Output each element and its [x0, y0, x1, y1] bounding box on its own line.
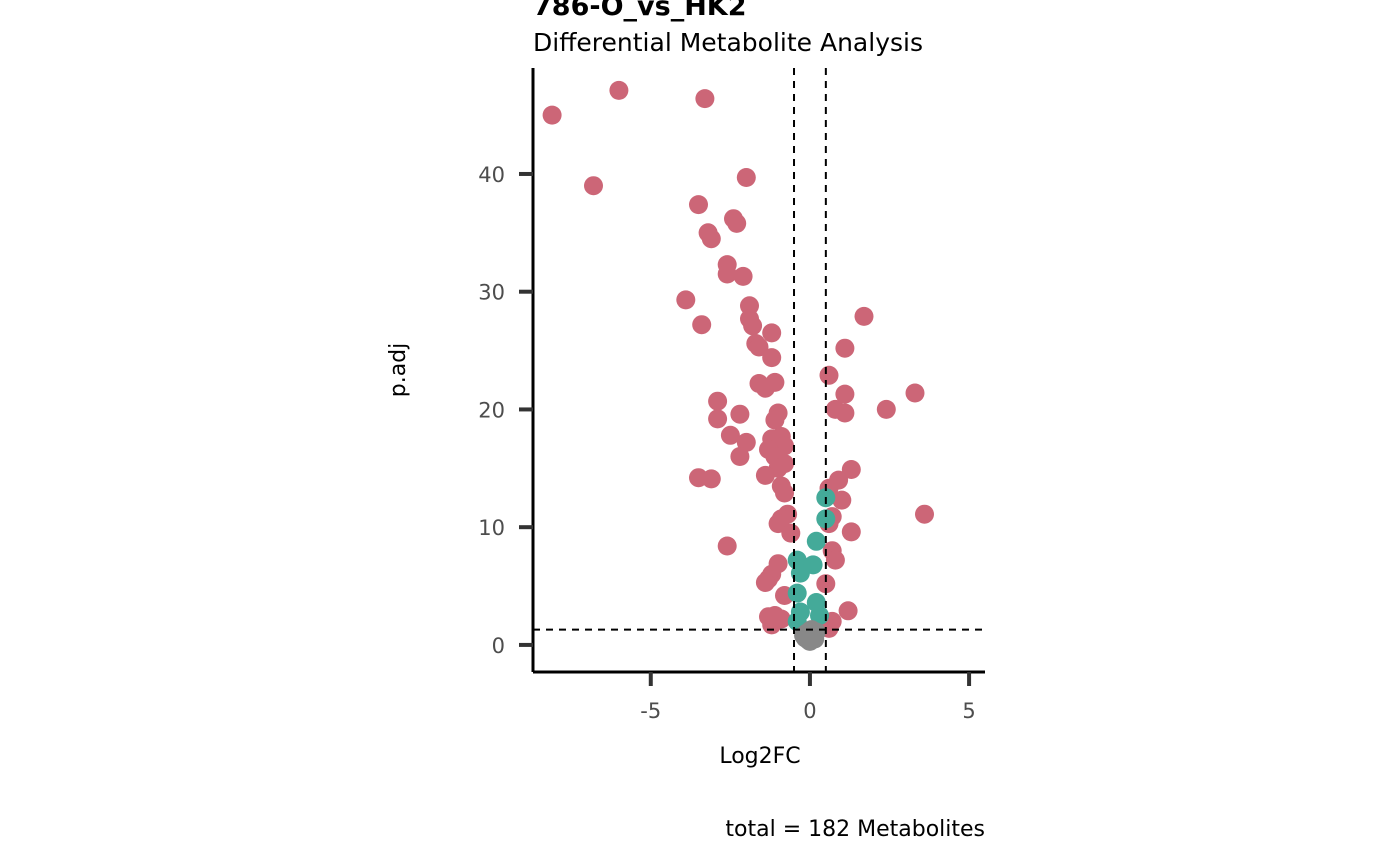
data-point-red [689, 195, 708, 215]
data-point-green [806, 531, 826, 551]
data-point-red [749, 337, 769, 357]
y-tick-label: 10 [478, 516, 505, 540]
x-axis-title: Log2FC [719, 744, 800, 769]
data-point-red [701, 229, 721, 249]
data-point-red [736, 168, 756, 187]
data-point-red [762, 348, 782, 368]
data-point-red [584, 176, 603, 196]
data-point-red [825, 550, 845, 570]
x-tick-label: 0 [803, 699, 816, 723]
data-point-red [743, 316, 763, 336]
x-tick-label: 5 [962, 699, 975, 723]
data-point-red [816, 574, 836, 594]
data-point-red [835, 384, 855, 404]
y-tick-label: 30 [478, 281, 505, 305]
threshold-lines [533, 68, 985, 672]
data-point-red [717, 536, 737, 556]
data-point-red [835, 338, 855, 358]
data-point-red [832, 490, 852, 510]
x-tick-label: -5 [640, 699, 661, 723]
data-point-red [695, 89, 715, 109]
data-point-red [542, 105, 562, 125]
data-point-red [841, 522, 861, 542]
data-point-green [803, 555, 823, 575]
data-point-red [905, 383, 925, 403]
data-point-red [740, 296, 759, 316]
points-layer [542, 80, 934, 651]
data-point-red [717, 264, 737, 284]
data-point-red [733, 266, 753, 286]
data-point-red [692, 315, 712, 335]
data-point-red [730, 404, 750, 424]
data-point-red [915, 504, 934, 524]
data-point-red [775, 483, 794, 503]
data-point-green [810, 606, 829, 625]
data-point-red [819, 365, 839, 385]
data-point-red [720, 425, 740, 445]
data-point-red [781, 523, 801, 543]
data-point-red [765, 372, 785, 392]
chart-subtitle: Differential Metabolite Analysis [533, 28, 923, 57]
data-point-red [676, 290, 696, 310]
data-point-red [835, 403, 855, 423]
y-axis-title: p.adj [386, 343, 411, 398]
data-point-red [765, 410, 785, 430]
data-point-green [787, 583, 807, 603]
y-axis-ticks: 0 10 20 30 40 [478, 163, 533, 658]
chart-caption: total = 182 Metabolites [725, 817, 985, 842]
data-point-red [708, 409, 728, 429]
data-point-red [755, 465, 775, 485]
data-point-red [771, 609, 791, 629]
y-tick-label: 0 [492, 634, 505, 658]
data-point-red [708, 391, 728, 411]
data-point-red [755, 573, 775, 592]
data-point-red [841, 460, 861, 479]
y-tick-label: 20 [478, 398, 505, 422]
data-point-red [609, 80, 629, 100]
data-point-red [727, 213, 747, 233]
data-point-red [701, 469, 721, 489]
data-point-red [762, 323, 782, 343]
chart-title: 786-O_vs_HK2 [533, 0, 747, 22]
data-point-red [730, 447, 750, 466]
data-point-red [854, 306, 874, 326]
data-point-red [838, 601, 858, 621]
data-point-red [876, 399, 896, 419]
data-point-green [816, 509, 836, 529]
x-axis-ticks: -5 0 5 [640, 672, 976, 723]
y-tick-label: 40 [478, 163, 505, 187]
